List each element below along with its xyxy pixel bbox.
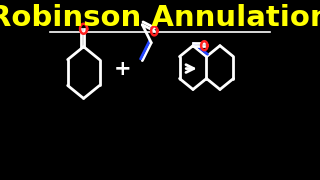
Text: Robinson Annulation: Robinson Annulation xyxy=(0,4,320,32)
Text: +: + xyxy=(114,58,131,78)
